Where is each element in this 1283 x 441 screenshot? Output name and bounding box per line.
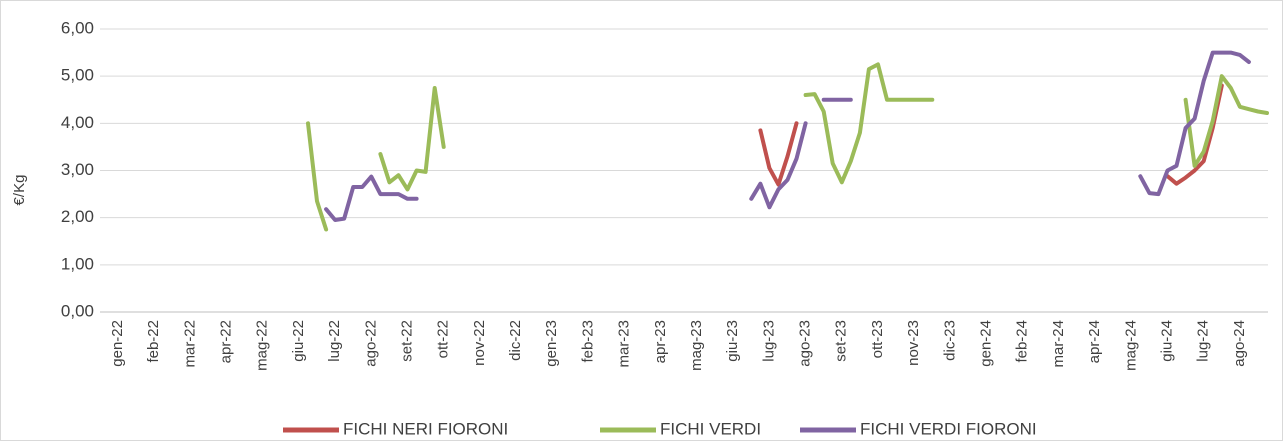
x-tick-label: mag-22 — [254, 320, 271, 371]
y-axis-label: €/Kg — [11, 175, 28, 206]
y-tick-label: 0,00 — [61, 301, 94, 320]
legend-label: FICHI VERDI FIORONI — [860, 419, 1037, 438]
x-tick-label: ago-23 — [797, 320, 814, 367]
x-tick-label: apr-22 — [218, 320, 235, 363]
x-tick-label: gen-23 — [543, 320, 560, 367]
x-tick-label: giu-23 — [724, 320, 741, 362]
x-tick-label: ott-22 — [435, 320, 452, 358]
y-tick-label: 4,00 — [61, 113, 94, 132]
x-tick-label: mar-23 — [616, 320, 633, 368]
x-tick-label: mag-23 — [688, 320, 705, 371]
x-tick-label: giu-22 — [290, 320, 307, 362]
y-tick-label: 3,00 — [61, 160, 94, 179]
y-tick-label: 2,00 — [61, 207, 94, 226]
x-tick-label: apr-24 — [1086, 320, 1103, 363]
legend-label: FICHI NERI FIORONI — [343, 419, 508, 438]
x-tick-label: mag-24 — [1122, 320, 1139, 371]
x-tick-label: lug-23 — [760, 320, 777, 362]
x-tick-label: lug-24 — [1195, 320, 1212, 362]
series-line — [306, 62, 1269, 232]
legend-label: FICHI VERDI — [660, 419, 761, 438]
x-tick-label: dic-23 — [941, 320, 958, 361]
x-tick-label: set-22 — [398, 320, 415, 362]
x-tick-label: apr-23 — [652, 320, 669, 363]
y-tick-label: 6,00 — [61, 18, 94, 37]
x-tick-label: lug-22 — [326, 320, 343, 362]
x-tick-label: ott-23 — [869, 320, 886, 358]
x-tick-label: gen-22 — [109, 320, 126, 367]
x-tick-label: set-23 — [833, 320, 850, 362]
x-tick-label: ago-24 — [1231, 320, 1248, 367]
x-tick-label: feb-24 — [1014, 320, 1031, 363]
y-tick-label: 5,00 — [61, 66, 94, 85]
x-tick-label: mar-22 — [181, 320, 198, 368]
series-line — [324, 50, 1251, 222]
y-tick-label: 1,00 — [61, 254, 94, 273]
x-tick-label: nov-23 — [905, 320, 922, 366]
x-tick-label: gen-24 — [978, 320, 995, 367]
x-tick-label: dic-22 — [507, 320, 524, 361]
x-tick-label: mar-24 — [1050, 320, 1067, 368]
x-tick-label: feb-23 — [579, 320, 596, 363]
x-tick-label: feb-22 — [145, 320, 162, 363]
x-tick-label: ago-22 — [362, 320, 379, 367]
x-tick-label: giu-24 — [1158, 320, 1175, 362]
x-tick-label: nov-22 — [471, 320, 488, 366]
